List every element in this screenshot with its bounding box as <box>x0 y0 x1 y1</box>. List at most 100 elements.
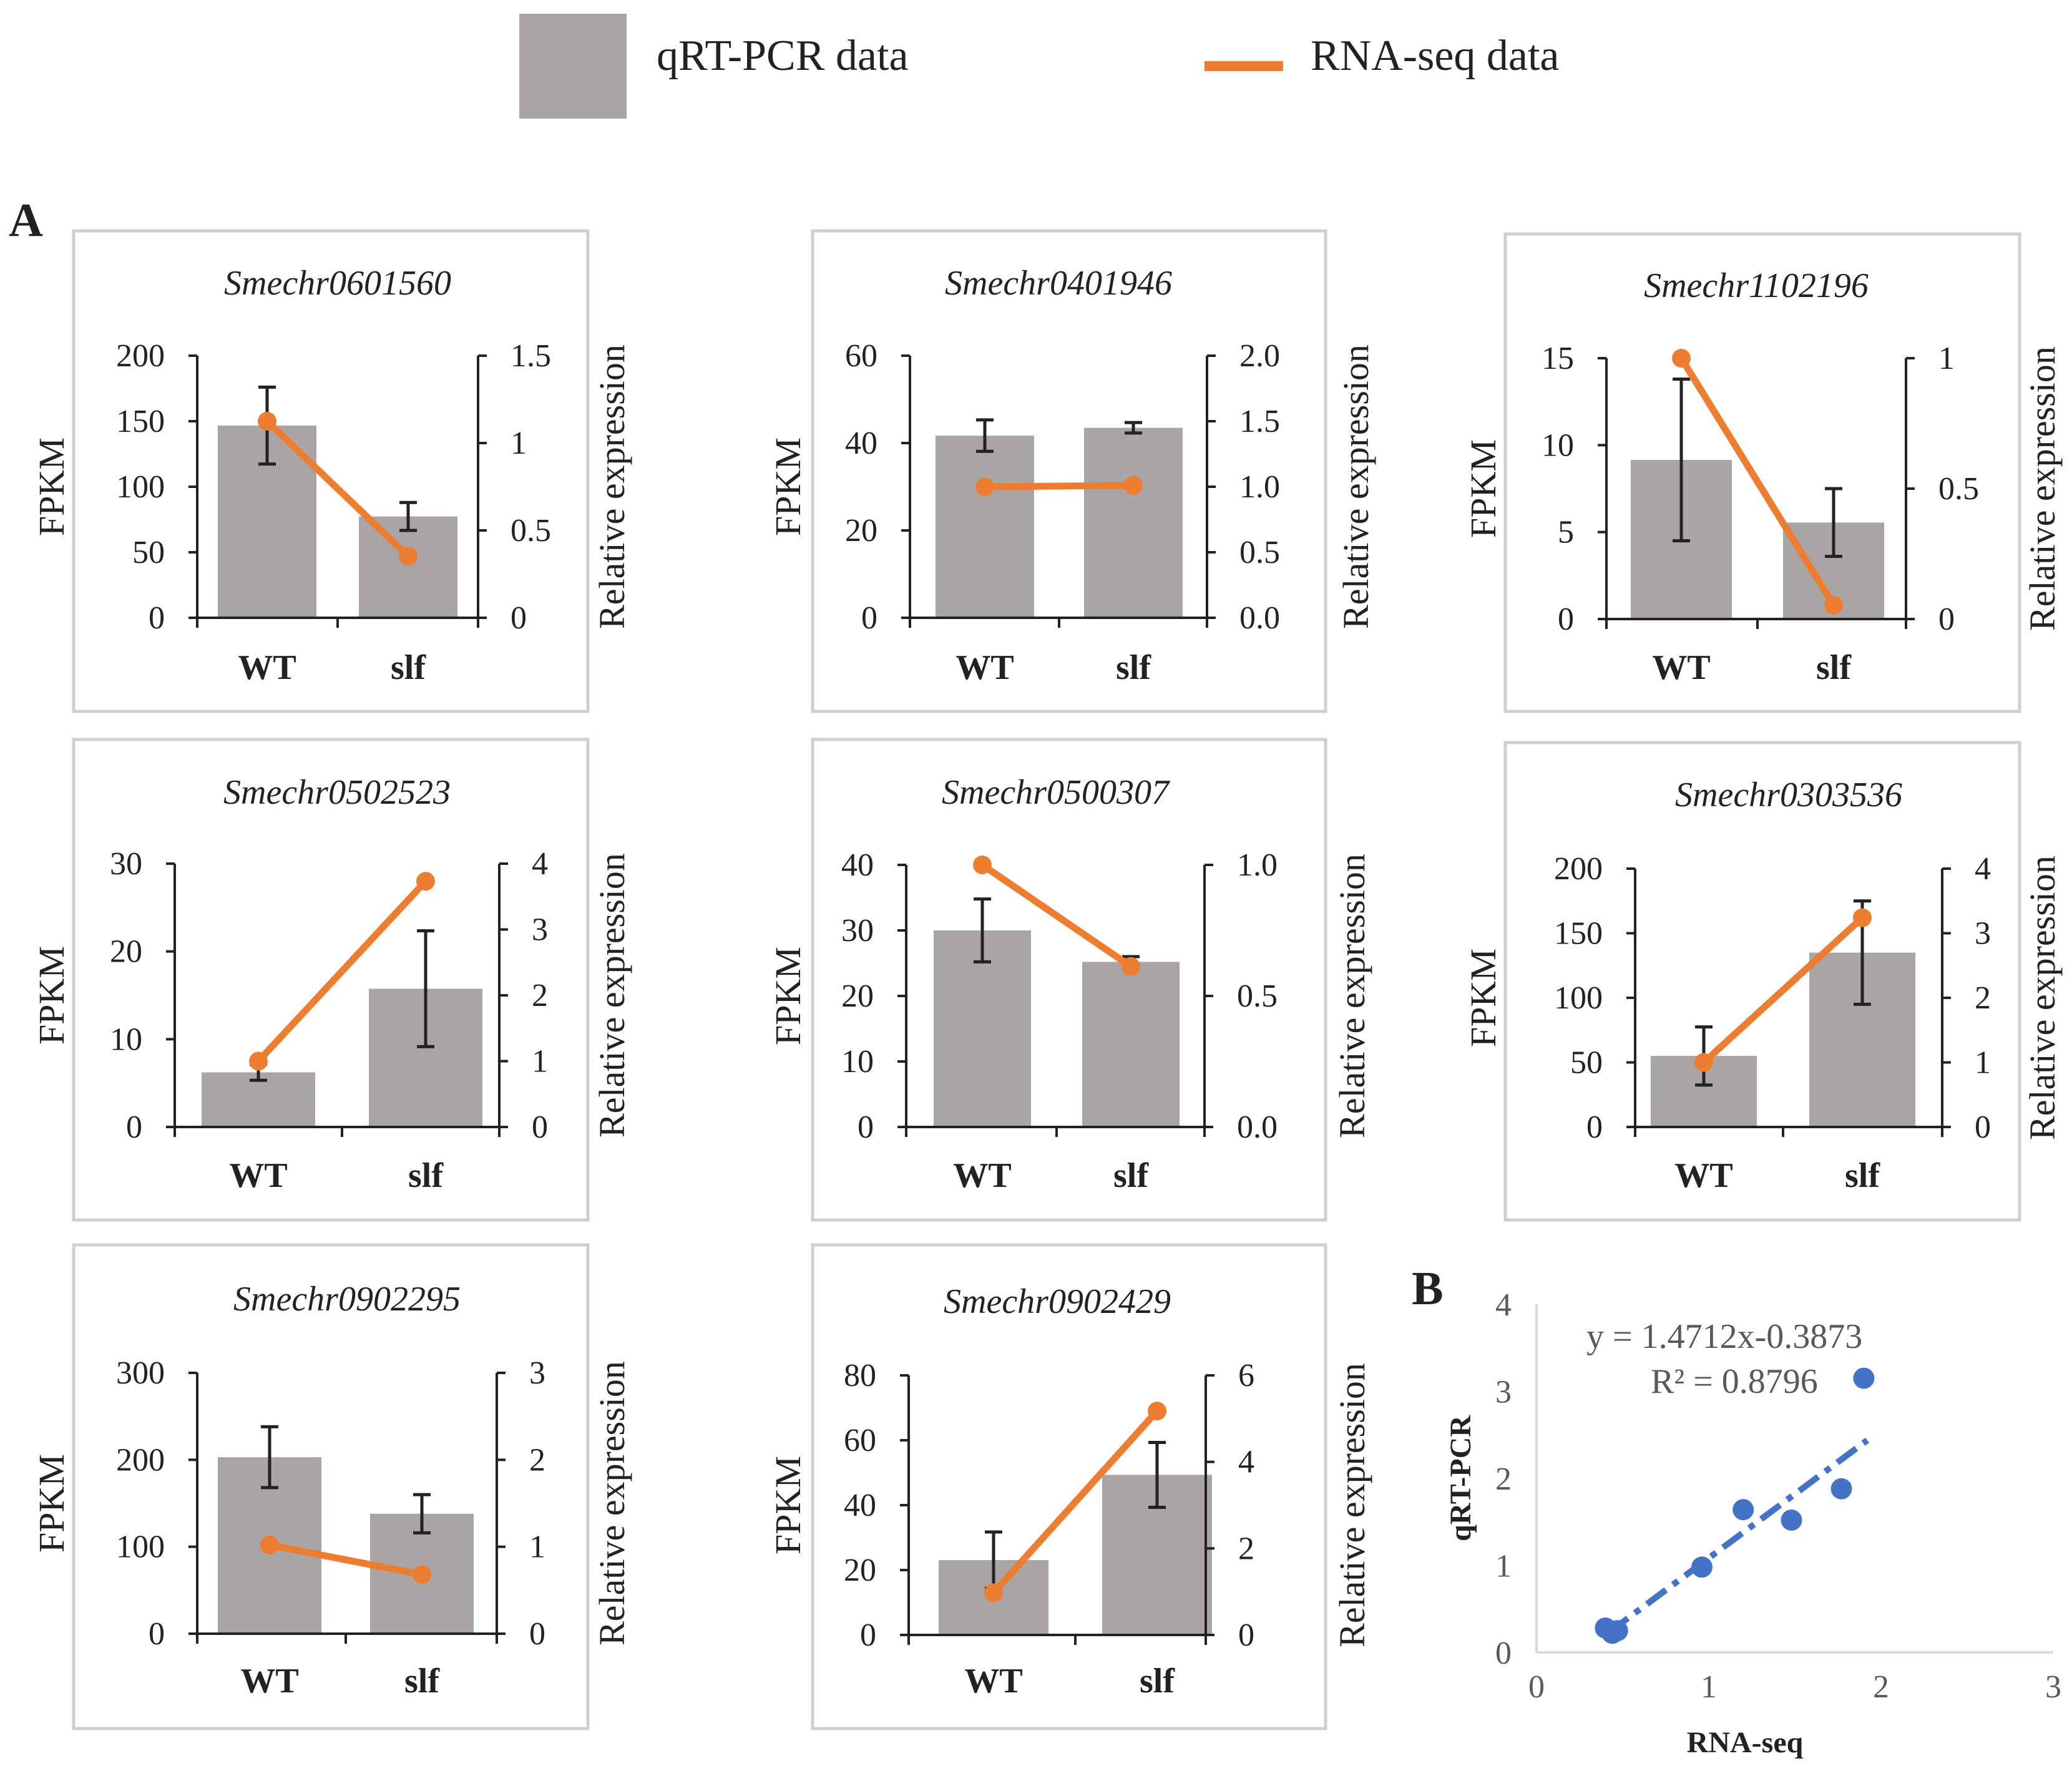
right-tick-label: 0.5 <box>511 513 551 549</box>
right-tick-label: 0.5 <box>1938 471 1979 507</box>
chart-title: Smechr0500307 <box>942 773 1170 812</box>
scatter-y-tick-label: 0 <box>1495 1636 1512 1671</box>
right-tick-label: 1.5 <box>1239 404 1280 439</box>
category-label-slf: slf <box>1113 1156 1149 1195</box>
left-tick-label: 100 <box>116 1529 165 1565</box>
left-tick-label: 200 <box>116 1442 165 1478</box>
rnaseq-point-slf <box>416 872 435 891</box>
chart-6: Smechr0303536 0 50 100 150 200 0 1 2 3 4 WT slf FPKM R… <box>1463 776 2063 1195</box>
chart-frame-6 <box>1503 741 2021 1222</box>
left-tick-label: 40 <box>844 1488 876 1523</box>
rnaseq-line <box>981 482 1137 490</box>
right-tick-label: 4 <box>1975 851 1991 887</box>
left-tick-label: 20 <box>110 934 142 970</box>
rnaseq-point-slf <box>1148 1402 1166 1421</box>
rnaseq-point-slf <box>413 1565 431 1584</box>
right-tick-label: 0.5 <box>1239 535 1280 570</box>
chart-2: Smechr0401946 0 20 40 60 0.0 0.5 1.0 1.5 2.0 WT slf… <box>768 264 1376 687</box>
rnaseq-line <box>990 1407 1161 1596</box>
rnaseq-line <box>1678 354 1837 609</box>
chart-title: Smechr0902429 <box>944 1282 1171 1321</box>
rnaseq-point-slf <box>1853 908 1872 927</box>
rnaseq-point-wt <box>1672 349 1691 368</box>
category-label-slf: slf <box>1140 1662 1175 1700</box>
chart-title: Smechr0401946 <box>945 264 1172 303</box>
chart-title: Smechr0303536 <box>1675 776 1902 814</box>
right-tick-label: 1.0 <box>1239 469 1280 505</box>
chart-3: Smechr1102196 0 5 10 15 0 0.5 1 WT slf FPKM Relativ… <box>1463 266 2063 687</box>
right-tick-label: 1 <box>1938 341 1955 376</box>
chart-frame-5 <box>811 738 1327 1222</box>
scatter-point-4 <box>1691 1556 1713 1578</box>
category-label-wt: WT <box>953 1156 1011 1195</box>
y-axis-label: FPKM <box>768 437 808 536</box>
category-label-slf: slf <box>1816 648 1852 687</box>
left-tick-label: 5 <box>1558 515 1574 550</box>
category-label-wt: WT <box>964 1662 1022 1700</box>
y-axis-label: FPKM <box>1463 949 1503 1047</box>
y2-axis-label: Relative expression <box>592 1361 632 1646</box>
category-label-wt: WT <box>229 1156 287 1195</box>
legend-line-label: RNA-seq data <box>1311 32 1560 80</box>
right-tick-label: 2 <box>529 1442 545 1478</box>
rnaseq-point-wt <box>258 412 276 431</box>
right-tick-label: 1 <box>1975 1045 1991 1081</box>
chart-frame-1 <box>72 229 590 713</box>
y2-axis-label: Relative expression <box>1336 344 1376 629</box>
category-label-slf: slf <box>391 648 426 687</box>
left-tick-label: 100 <box>1554 980 1603 1016</box>
y-axis-label: FPKM <box>768 1456 808 1554</box>
rnaseq-line <box>266 1541 426 1578</box>
chart-frame-8 <box>811 1243 1327 1730</box>
left-tick-label: 0 <box>126 1110 142 1145</box>
legend-line-swatch <box>1205 61 1283 71</box>
right-tick-label: 0 <box>1238 1617 1254 1653</box>
right-tick-label: 0.0 <box>1239 600 1280 636</box>
right-tick-label: 1.0 <box>1237 847 1278 883</box>
right-tick-label: 1 <box>511 426 527 461</box>
left-tick-label: 10 <box>1542 427 1574 463</box>
right-tick-label: 0 <box>1975 1110 1991 1145</box>
rnaseq-point-slf <box>1122 957 1140 976</box>
left-tick-label: 0 <box>861 600 877 636</box>
legend: qRT-PCR data RNA-seq data <box>519 14 1560 119</box>
left-tick-label: 0 <box>1558 602 1574 637</box>
left-tick-label: 80 <box>844 1358 876 1393</box>
chart-5: Smechr0500307 0 10 20 30 40 0.0 0.5 1.0 WT slf FPKM… <box>768 773 1372 1195</box>
right-tick-label: 3 <box>532 912 548 948</box>
left-tick-label: 0 <box>860 1617 876 1653</box>
right-tick-label: 0 <box>511 600 527 636</box>
category-label-wt: WT <box>1652 648 1710 687</box>
chart-title: Smechr1102196 <box>1644 266 1869 305</box>
right-tick-label: 0 <box>529 1616 545 1652</box>
right-tick-label: 2 <box>1975 980 1991 1016</box>
scatter-x-tick-label: 2 <box>1873 1669 1889 1705</box>
rnaseq-point-wt <box>975 477 994 496</box>
right-tick-label: 1 <box>532 1044 548 1080</box>
left-tick-label: 60 <box>845 338 877 374</box>
rnaseq-line <box>1700 914 1866 1066</box>
right-tick-label: 2 <box>532 978 548 1013</box>
scatter-point-8 <box>1853 1367 1875 1389</box>
chart-frame-2 <box>811 229 1327 713</box>
right-tick-label: 0 <box>532 1110 548 1145</box>
y-axis-label: FPKM <box>31 437 72 536</box>
rnaseq-point-wt <box>984 1583 1003 1603</box>
left-tick-label: 20 <box>844 1553 876 1588</box>
left-tick-label: 100 <box>116 469 165 505</box>
chart-1: Smechr0601560 0 50 100 150 200 0 0.5 1 1.5 WT slf FP… <box>31 264 632 687</box>
chart-7: Smechr0902295 0 100 200 300 0 1 2 3 WT slf FPKM Rela… <box>31 1280 632 1700</box>
legend-bar-swatch <box>519 14 627 119</box>
right-tick-label: 1 <box>529 1529 545 1565</box>
left-tick-label: 10 <box>841 1044 874 1080</box>
left-tick-label: 200 <box>1554 851 1603 887</box>
bar-slf <box>1082 962 1180 1127</box>
left-tick-label: 20 <box>845 513 877 549</box>
left-tick-label: 300 <box>116 1355 165 1391</box>
right-tick-label: 6 <box>1238 1358 1254 1393</box>
rnaseq-line <box>255 877 429 1065</box>
right-tick-label: 4 <box>532 846 548 882</box>
bar-wt <box>936 436 1034 618</box>
regression-equation: y = 1.4712x-0.3873 <box>1586 1317 1862 1356</box>
